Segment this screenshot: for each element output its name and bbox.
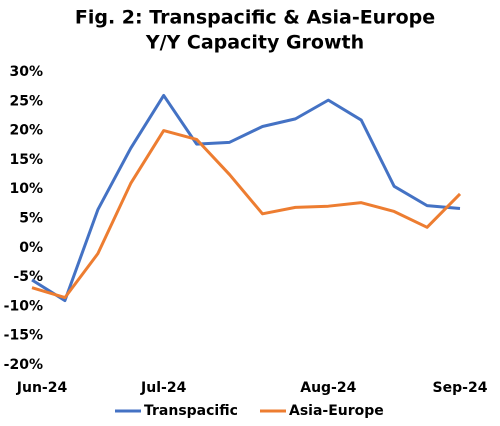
y-tick-label: 15%	[9, 152, 43, 168]
x-tick-label: Jul-24	[140, 380, 187, 396]
y-tick-label: 10%	[9, 181, 43, 197]
y-tick-label: 25%	[9, 93, 43, 109]
y-tick-label: -20%	[4, 357, 43, 373]
y-tick-label: 5%	[19, 211, 43, 227]
y-tick-label: 0%	[19, 240, 43, 256]
y-tick-label: -10%	[4, 298, 43, 314]
y-tick-label: 30%	[9, 64, 43, 80]
chart-subtitle: Y/Y Capacity Growth	[145, 32, 364, 54]
series-line	[31, 129, 462, 300]
x-tick-label: Sep-24	[433, 380, 488, 396]
y-tick-label: 20%	[9, 123, 43, 139]
series-line	[31, 93, 461, 303]
y-tick-label: -15%	[4, 328, 43, 344]
x-tick-label: Jun-24	[16, 380, 68, 396]
legend-label: Asia-Europe	[289, 403, 384, 419]
x-tick-label: Aug-24	[300, 380, 356, 396]
chart-title: Fig. 2: Transpacific & Asia-Europe	[75, 7, 435, 29]
legend-label: Transpacific	[144, 403, 238, 419]
